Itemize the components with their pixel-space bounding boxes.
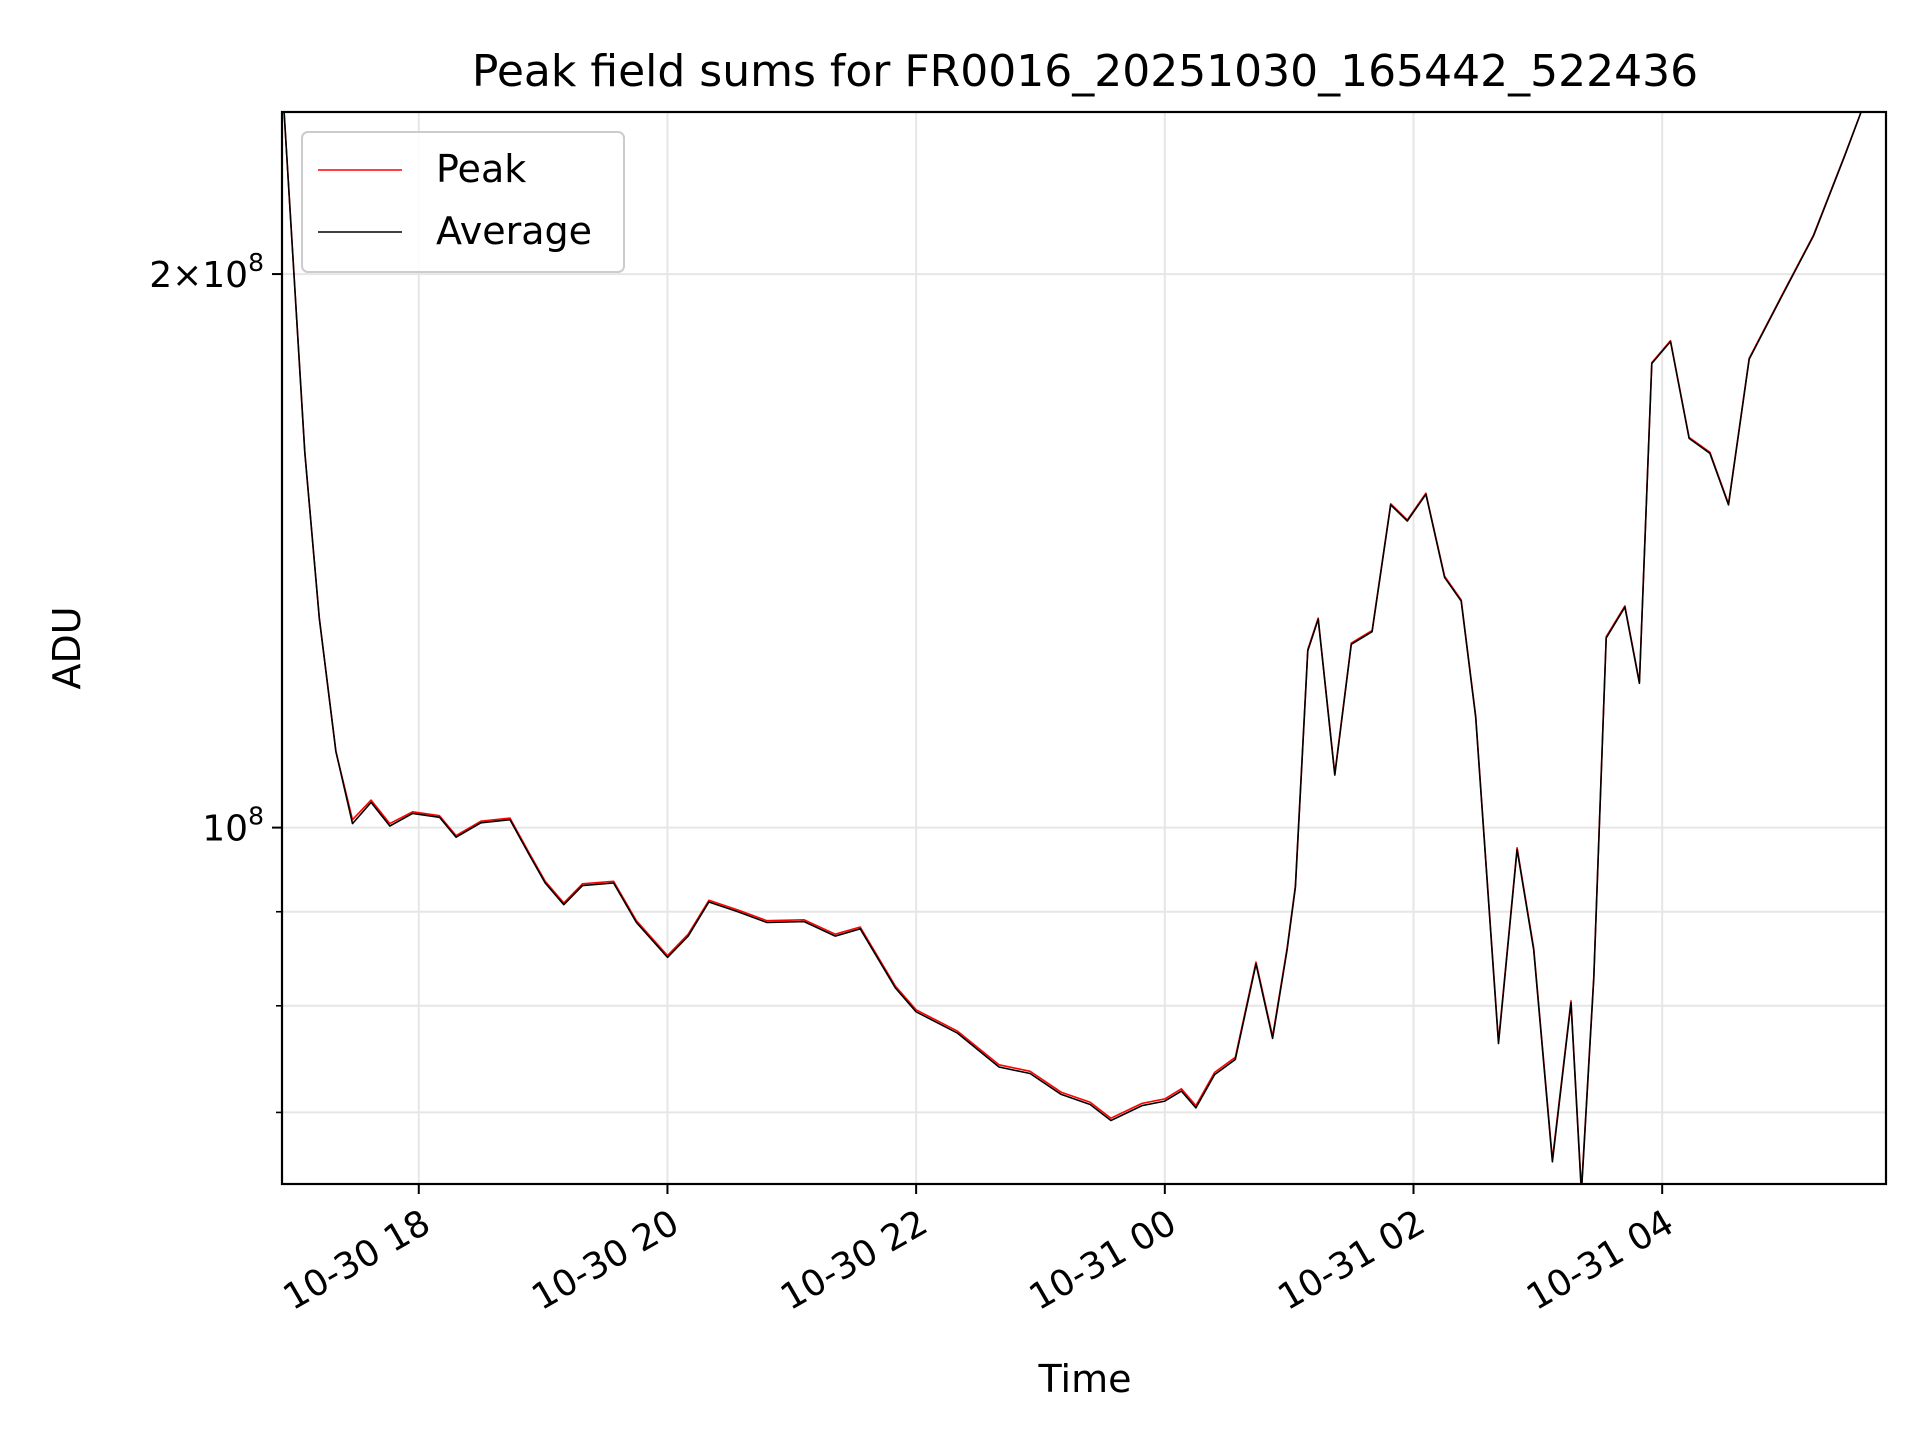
plot-frame xyxy=(280,110,1888,1186)
y-tick-label: 108 xyxy=(202,802,264,850)
legend-label-peak: Peak xyxy=(436,147,526,191)
y-axis-label: ADU xyxy=(45,606,89,689)
legend: Peak Average xyxy=(301,131,625,273)
legend-label-average: Average xyxy=(436,209,592,253)
y-tick-label: 2×108 xyxy=(149,248,264,296)
x-axis-label: Time xyxy=(1038,1357,1132,1401)
chart-title: Peak field sums for FR0016_20251030_1654… xyxy=(472,46,1698,97)
legend-box xyxy=(301,131,625,273)
y-axis-ticks: 108 2×108 xyxy=(149,248,282,1114)
series-line-average xyxy=(283,112,1862,1184)
plot-series xyxy=(283,112,1862,1184)
grid xyxy=(282,112,1886,1184)
